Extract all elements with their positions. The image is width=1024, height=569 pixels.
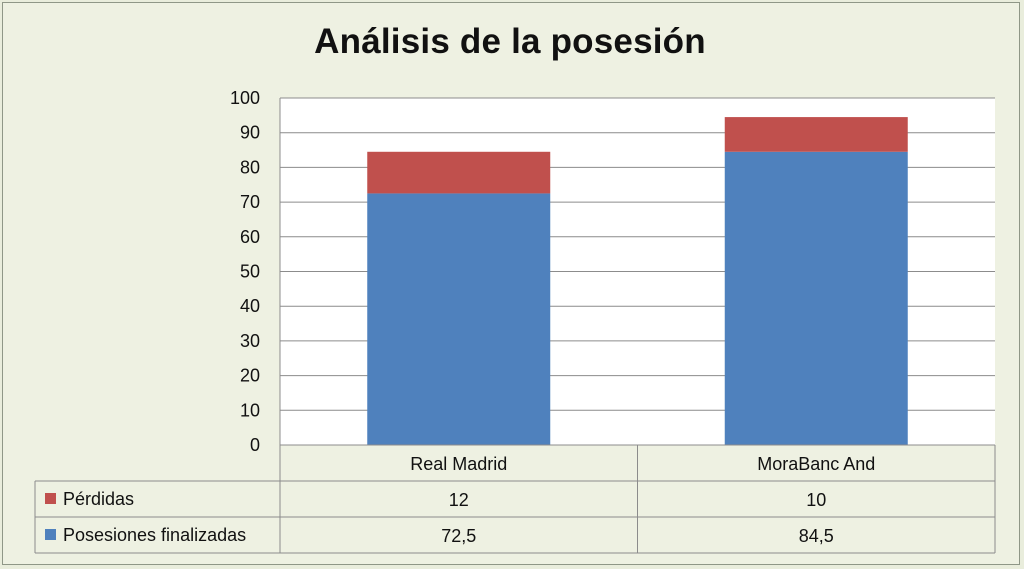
legend-swatch xyxy=(45,493,56,504)
bar xyxy=(724,151,908,445)
legend-label: Pérdidas xyxy=(63,489,134,509)
bar xyxy=(724,117,908,152)
y-tick-label: 10 xyxy=(240,400,260,420)
y-tick-label: 70 xyxy=(240,192,260,212)
y-tick-label: 20 xyxy=(240,366,260,386)
data-value: 72,5 xyxy=(441,526,476,546)
data-value: 84,5 xyxy=(799,526,834,546)
y-tick-label: 80 xyxy=(240,157,260,177)
legend-label: Posesiones finalizadas xyxy=(63,525,246,545)
bar xyxy=(367,151,551,194)
y-tick-label: 40 xyxy=(240,296,260,316)
y-tick-label: 0 xyxy=(250,435,260,455)
legend-swatch xyxy=(45,529,56,540)
x-category-label: MoraBanc And xyxy=(757,454,875,474)
y-tick-label: 90 xyxy=(240,123,260,143)
y-tick-label: 50 xyxy=(240,262,260,282)
y-tick-label: 30 xyxy=(240,331,260,351)
bar xyxy=(367,193,551,445)
chart-title: Análisis de la posesión xyxy=(314,22,706,61)
data-value: 12 xyxy=(449,490,469,510)
data-value: 10 xyxy=(806,490,826,510)
x-category-label: Real Madrid xyxy=(410,454,507,474)
y-tick-label: 100 xyxy=(230,88,260,108)
y-tick-label: 60 xyxy=(240,227,260,247)
